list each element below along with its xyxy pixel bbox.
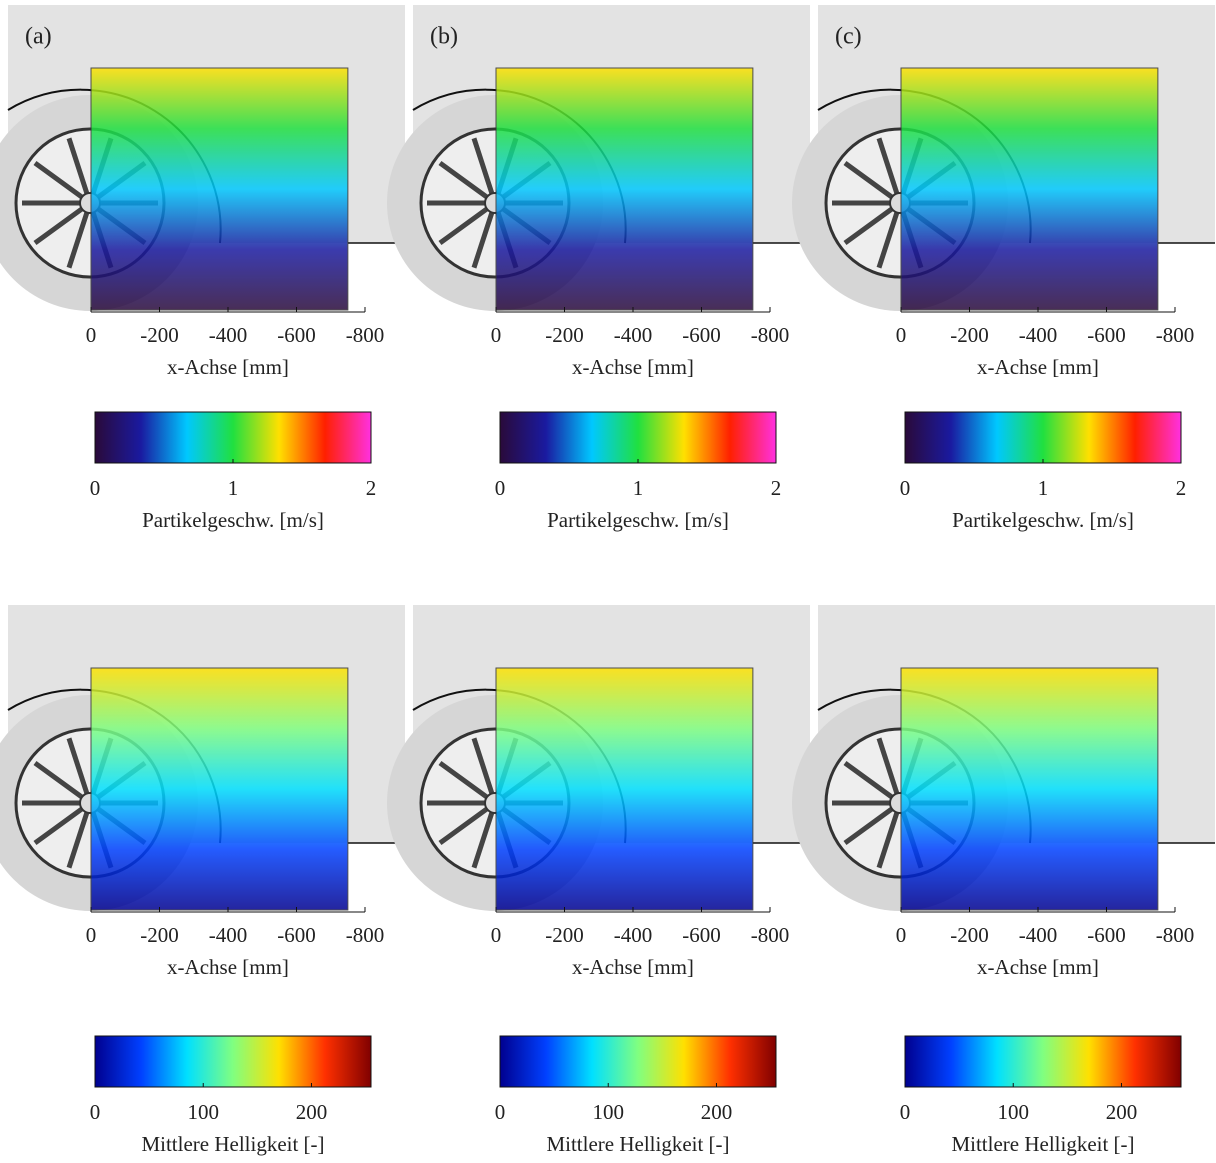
x-tick-label: 0	[896, 923, 907, 947]
colorbar-tick-label: 100	[997, 1100, 1029, 1124]
x-tick-label: -600	[682, 323, 721, 347]
x-tick-label: 0	[491, 923, 502, 947]
x-tick-label: -600	[277, 323, 316, 347]
colorbar-tick-label: 2	[771, 476, 782, 500]
colorbar-tick-label: 1	[1038, 476, 1049, 500]
colorbar-tick-label: 1	[228, 476, 239, 500]
colorbar-label: Partikelgeschw. [m/s]	[547, 508, 729, 532]
x-tick-label: -400	[1019, 323, 1058, 347]
colorbar	[905, 1036, 1181, 1087]
x-tick-label: -200	[545, 923, 584, 947]
x-axis-label: x-Achse [mm]	[977, 355, 1099, 379]
x-tick-label: 0	[86, 923, 97, 947]
colorbar	[905, 412, 1181, 463]
flow-field	[901, 68, 1158, 310]
colorbar-tick-label: 0	[900, 476, 911, 500]
x-axis-label: x-Achse [mm]	[572, 955, 694, 979]
colorbar-label: Partikelgeschw. [m/s]	[142, 508, 324, 532]
x-axis-label: x-Achse [mm]	[167, 955, 289, 979]
x-tick-label: -400	[614, 923, 653, 947]
colorbar	[500, 412, 776, 463]
flow-field	[496, 668, 753, 910]
colorbar-tick-label: 0	[495, 1100, 506, 1124]
colorbar-tick-label: 200	[1106, 1100, 1138, 1124]
colorbar	[95, 1036, 371, 1087]
x-tick-label: -400	[1019, 923, 1058, 947]
colorbar-tick-label: 2	[1176, 476, 1187, 500]
flow-field	[901, 668, 1158, 910]
colorbar-label: Mittlere Helligkeit [-]	[141, 1132, 324, 1156]
colorbar-tick-label: 1	[633, 476, 644, 500]
colorbar-label: Mittlere Helligkeit [-]	[546, 1132, 729, 1156]
x-tick-label: -600	[1087, 923, 1126, 947]
flow-field	[496, 68, 753, 310]
colorbar-label: Partikelgeschw. [m/s]	[952, 508, 1134, 532]
x-axis-label: x-Achse [mm]	[977, 955, 1099, 979]
colorbar-tick-label: 100	[592, 1100, 624, 1124]
colorbar-tick-label: 100	[187, 1100, 219, 1124]
x-tick-label: -800	[1156, 923, 1195, 947]
x-tick-label: 0	[86, 323, 97, 347]
x-tick-label: -400	[209, 923, 248, 947]
x-tick-label: -200	[545, 323, 584, 347]
colorbar-tick-label: 0	[900, 1100, 911, 1124]
flow-field	[91, 68, 348, 310]
x-tick-label: -200	[950, 323, 989, 347]
panel-label: (b)	[430, 24, 458, 50]
x-tick-label: 0	[896, 323, 907, 347]
colorbar-tick-label: 0	[90, 476, 101, 500]
panel-label: (c)	[835, 24, 862, 50]
figure: (a) 0 -200 -400 -600 -800 x-Achse [mm] 0 1 2 Parti…	[0, 0, 1216, 1158]
x-tick-label: 0	[491, 323, 502, 347]
colorbar-tick-label: 0	[495, 476, 506, 500]
x-tick-label: -200	[950, 923, 989, 947]
x-tick-label: -800	[751, 923, 790, 947]
colorbar-tick-label: 0	[90, 1100, 101, 1124]
colorbar-tick-label: 2	[366, 476, 377, 500]
x-tick-label: -800	[346, 923, 385, 947]
x-tick-label: -800	[1156, 323, 1195, 347]
panel-label: (a)	[25, 24, 52, 50]
x-tick-label: -200	[140, 323, 179, 347]
x-tick-label: -400	[209, 323, 248, 347]
x-tick-label: -600	[1087, 323, 1126, 347]
colorbar-tick-label: 200	[701, 1100, 733, 1124]
x-tick-label: -400	[614, 323, 653, 347]
x-tick-label: -200	[140, 923, 179, 947]
colorbar	[95, 412, 371, 463]
flow-field	[91, 668, 348, 910]
x-tick-label: -600	[277, 923, 316, 947]
x-tick-label: -600	[682, 923, 721, 947]
colorbar	[500, 1036, 776, 1087]
colorbar-tick-label: 200	[296, 1100, 328, 1124]
x-tick-label: -800	[751, 323, 790, 347]
x-tick-label: -800	[346, 323, 385, 347]
x-axis-label: x-Achse [mm]	[167, 355, 289, 379]
colorbar-label: Mittlere Helligkeit [-]	[951, 1132, 1134, 1156]
x-axis-label: x-Achse [mm]	[572, 355, 694, 379]
